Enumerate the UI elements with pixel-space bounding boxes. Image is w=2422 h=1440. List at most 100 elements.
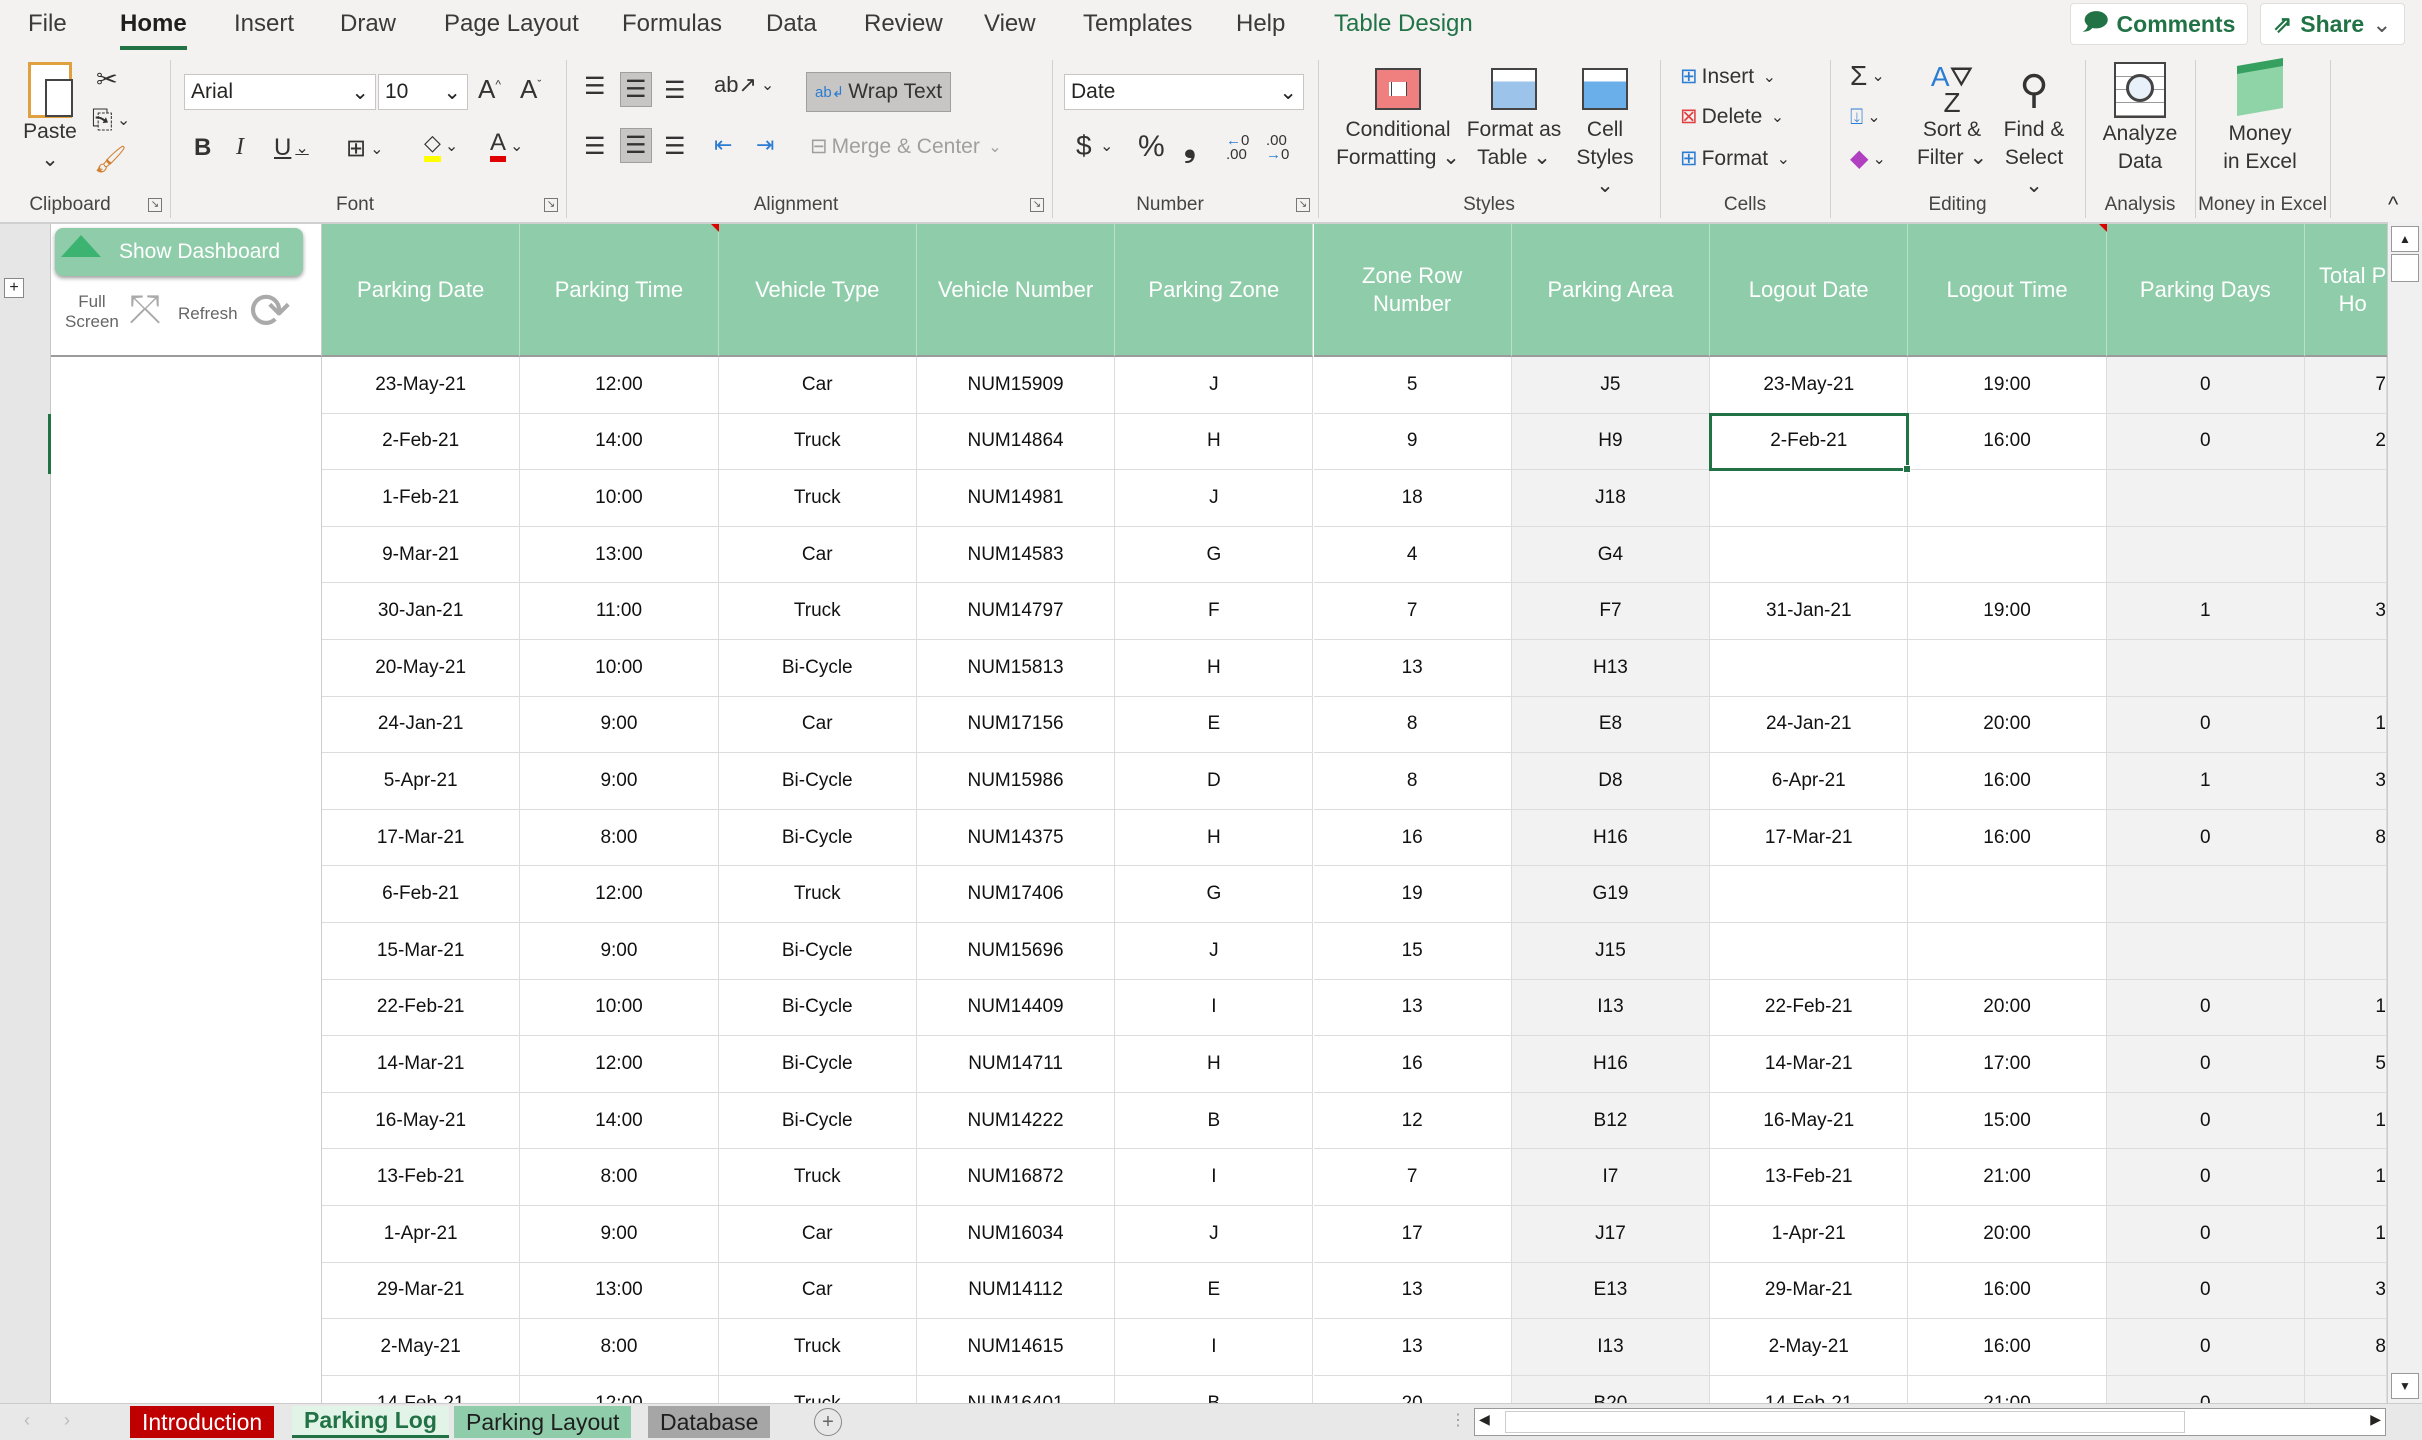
- column-header[interactable]: Vehicle Type: [718, 224, 917, 357]
- cell[interactable]: [1710, 640, 1909, 697]
- cell[interactable]: H9: [1511, 413, 1711, 471]
- cell[interactable]: NUM14583: [916, 526, 1116, 584]
- cell[interactable]: 8:00: [520, 809, 719, 867]
- cell[interactable]: 17-Mar-21: [322, 809, 521, 867]
- cell[interactable]: [2305, 923, 2387, 980]
- cut-button[interactable]: ✂: [96, 64, 118, 95]
- cell[interactable]: Car: [718, 1262, 917, 1320]
- cell[interactable]: H: [1115, 640, 1314, 697]
- cell[interactable]: B: [1115, 1375, 1314, 1403]
- top-align-button[interactable]: ☰: [584, 72, 606, 101]
- cell[interactable]: 13:00: [520, 1262, 719, 1320]
- add-sheet-button[interactable]: +: [814, 1408, 842, 1436]
- orientation-button[interactable]: ab↗ ⌄: [714, 72, 775, 97]
- worksheet-grid[interactable]: + Show Dashboard Full Screen ⤧ Refresh ⟳…: [0, 222, 2387, 1403]
- cell[interactable]: J17: [1511, 1206, 1711, 1263]
- scroll-left-button[interactable]: ◀: [1479, 1411, 1490, 1427]
- cell[interactable]: [1710, 526, 1909, 584]
- cell[interactable]: 5: [1313, 357, 1512, 414]
- decrease-font-size-button[interactable]: Aˇ: [520, 74, 541, 105]
- cell[interactable]: 9:00: [520, 923, 719, 980]
- cell[interactable]: 5: [2305, 1036, 2387, 1093]
- cell[interactable]: 15-Mar-21: [322, 923, 521, 980]
- cell[interactable]: 24-Jan-21: [322, 696, 521, 754]
- cell[interactable]: 13:00: [520, 526, 719, 584]
- cell[interactable]: Truck: [718, 866, 917, 923]
- cell[interactable]: 14-Feb-21: [322, 1375, 521, 1403]
- expand-group-button[interactable]: +: [4, 278, 24, 298]
- cell[interactable]: 7: [2305, 357, 2387, 414]
- cell[interactable]: 31-Jan-21: [1710, 583, 1909, 640]
- cell[interactable]: 0: [2106, 1149, 2305, 1206]
- cell[interactable]: E: [1115, 696, 1314, 754]
- sheet-tab-database[interactable]: Database: [648, 1406, 771, 1438]
- italic-button[interactable]: I: [236, 134, 244, 160]
- underline-button[interactable]: U ⌄: [274, 134, 309, 161]
- cell[interactable]: 20:00: [1908, 1206, 2107, 1263]
- cell[interactable]: 5-Apr-21: [322, 753, 521, 810]
- scroll-tabs-left-button[interactable]: ‹: [24, 1410, 30, 1430]
- cell[interactable]: 14:00: [520, 1092, 719, 1150]
- cell[interactable]: 8: [2305, 809, 2387, 867]
- cell[interactable]: Truck: [718, 583, 917, 640]
- cell[interactable]: NUM15986: [916, 753, 1116, 810]
- cell[interactable]: 13-Feb-21: [1710, 1149, 1909, 1206]
- cell[interactable]: 6-Feb-21: [322, 866, 521, 923]
- cell[interactable]: J: [1115, 1206, 1314, 1263]
- cell[interactable]: Bi-Cycle: [718, 753, 917, 810]
- cell[interactable]: 0: [2106, 413, 2305, 471]
- splitter-handle[interactable]: ⋮: [1450, 1412, 1466, 1429]
- cell[interactable]: 1-Apr-21: [322, 1206, 521, 1263]
- cell[interactable]: 1: [2305, 1149, 2387, 1206]
- cell[interactable]: 1: [2106, 583, 2305, 640]
- cell[interactable]: 1-Apr-21: [1710, 1206, 1909, 1263]
- scroll-thumb[interactable]: [2391, 254, 2419, 282]
- autosum-button[interactable]: Σ ⌄: [1850, 60, 1885, 91]
- cell[interactable]: Truck: [719, 1375, 917, 1403]
- column-header[interactable]: Parking Zone: [1115, 224, 1314, 357]
- cell[interactable]: J15: [1511, 923, 1711, 980]
- cell[interactable]: Car: [718, 1206, 917, 1263]
- cell[interactable]: NUM17406: [916, 866, 1116, 923]
- cell[interactable]: Truck: [718, 470, 917, 527]
- font-color-button[interactable]: A ⌄: [490, 130, 523, 162]
- cell[interactable]: 2-Feb-21: [322, 413, 521, 471]
- cell[interactable]: 14:00: [520, 413, 719, 471]
- cell[interactable]: [2106, 470, 2305, 527]
- cell[interactable]: NUM16872: [916, 1149, 1116, 1206]
- cell[interactable]: 16: [1313, 1036, 1512, 1093]
- cell[interactable]: G: [1115, 866, 1314, 923]
- cell[interactable]: Bi-Cycle: [718, 979, 917, 1037]
- cell[interactable]: I: [1115, 1319, 1314, 1376]
- cell[interactable]: E: [1115, 1262, 1314, 1320]
- cell[interactable]: 0: [2106, 1092, 2305, 1150]
- fill-handle[interactable]: [1903, 465, 1912, 474]
- cell[interactable]: 19: [1313, 866, 1512, 923]
- tab-home[interactable]: Home: [120, 10, 187, 50]
- cell[interactable]: 1: [2305, 1206, 2387, 1263]
- clear-button[interactable]: ◆ ⌄: [1850, 145, 1886, 172]
- scroll-tabs-right-button[interactable]: ›: [64, 1410, 70, 1430]
- sheet-tab-parking-log[interactable]: Parking Log: [292, 1406, 449, 1438]
- cell[interactable]: I: [1115, 979, 1314, 1037]
- column-header[interactable]: Parking Area: [1511, 224, 1711, 357]
- cell[interactable]: 1: [2305, 696, 2387, 754]
- cell[interactable]: Car: [718, 526, 917, 584]
- full-screen-button[interactable]: ⤧: [129, 288, 161, 333]
- cell[interactable]: 12:00: [520, 1375, 719, 1403]
- cell[interactable]: I13: [1511, 979, 1711, 1037]
- cell[interactable]: 13: [1313, 1262, 1512, 1320]
- wrap-text-button[interactable]: ab↲ Wrap Text: [806, 72, 952, 112]
- tab-data[interactable]: Data: [766, 10, 817, 37]
- cell[interactable]: J: [1115, 470, 1314, 527]
- cell[interactable]: 2-May-21: [1710, 1319, 1909, 1376]
- cell[interactable]: 13-Feb-21: [322, 1149, 521, 1206]
- cell[interactable]: Bi-Cycle: [718, 923, 917, 980]
- middle-align-button[interactable]: ☰: [620, 72, 652, 107]
- cell[interactable]: 16:00: [1908, 809, 2107, 867]
- cell[interactable]: H: [1115, 413, 1314, 471]
- cell[interactable]: G: [1115, 526, 1314, 584]
- cell[interactable]: I13: [1511, 1319, 1711, 1376]
- cell[interactable]: 23-May-21: [1710, 357, 1909, 414]
- analyze-data-button[interactable]: Analyze Data: [2094, 62, 2186, 176]
